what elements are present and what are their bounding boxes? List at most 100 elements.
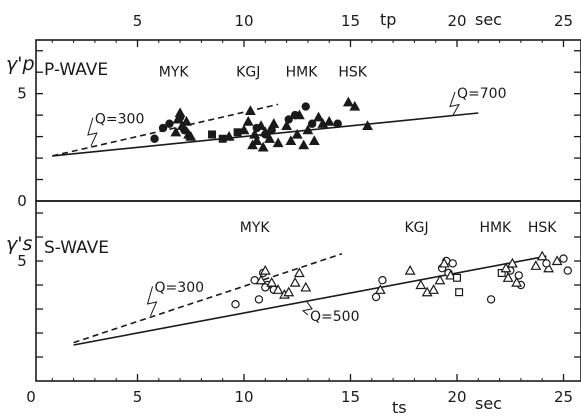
s-wave-panel-frame: [35, 200, 581, 382]
s-wave-ticks: 0 5 10 15 20 25 5: [17, 212, 581, 406]
s-wave-point-myk-open-triangle: [259, 264, 271, 275]
s-wave-point-kgj-open-square: [453, 273, 462, 282]
p-wave-y-tick-label: 5: [17, 85, 27, 103]
p-wave-q-label-q700: Q=700: [457, 86, 506, 102]
s-wave-point-hsk-open-triangle: [536, 250, 548, 261]
s-wave-point-kgj-open-triangle: [438, 257, 450, 268]
s-wave-panel-label: S-WAVE: [44, 238, 109, 258]
p-wave-point-kgj-filled-triangle: [268, 118, 280, 128]
s-wave-point-kgj-open-triangle: [374, 284, 386, 294]
p-wave-point-kgj-filled-triangle: [257, 141, 269, 152]
s-wave-y-tick-label: 5: [17, 252, 27, 270]
p-wave-point-kgj-filled-circle: [261, 130, 270, 139]
p-wave-point-hmk-filled-circle: [333, 119, 342, 128]
p-wave-y-tick-label: 0: [17, 192, 27, 210]
p-wave-x-tick-label: 15: [341, 12, 360, 30]
s-wave-point-myk-open-triangle: [293, 267, 305, 278]
s-wave-x-axis-label: ts: [392, 398, 407, 417]
s-wave-point-myk-open-circle: [254, 295, 264, 304]
p-wave-q-label-q300: Q=300: [95, 112, 144, 128]
s-wave-point-kgj-open-circle: [371, 292, 381, 302]
s-wave-point-kgj-open-triangle: [415, 279, 427, 290]
s-wave-point-hsk-open-circle: [542, 259, 551, 268]
s-wave-line-q300: [73, 253, 343, 344]
s-wave-point-myk-open-triangle: [300, 281, 312, 292]
p-wave-point-kgj-filled-circle: [252, 123, 261, 133]
p-wave-station-label-kgj: KGJ: [236, 64, 260, 80]
p-wave-q-label-leader: [87, 117, 98, 147]
s-wave-point-myk-open-triangle: [272, 284, 284, 294]
p-wave-x-tick-label: 25: [554, 12, 573, 30]
p-wave-point-myk-filled-triangle: [172, 113, 184, 124]
s-wave-point-hmk-open-circle: [514, 271, 523, 280]
p-wave-point-kgj-filled-triangle: [223, 130, 235, 141]
s-wave-point-hsk-open-triangle: [551, 255, 563, 266]
p-wave-point-kgj-filled-triangle: [264, 133, 275, 143]
s-wave-point-myk-open-circle: [231, 300, 240, 309]
p-wave-station-label-myk: MYK: [159, 64, 190, 80]
p-wave-point-hmk-filled-triangle: [291, 128, 303, 139]
s-wave-point-hsk-open-triangle: [543, 262, 555, 273]
p-wave-panel-label: P-WAVE: [44, 60, 108, 80]
p-wave-point-hsk-filled-triangle: [349, 100, 361, 111]
p-wave-point-myk-filled-circle: [158, 123, 168, 133]
s-wave-x-tick-label: 25: [554, 388, 573, 406]
p-wave-point-hmk-filled-circle: [301, 102, 310, 111]
s-wave-x-tick-label: 20: [447, 388, 466, 406]
s-wave-point-myk-open-triangle: [283, 286, 295, 297]
p-wave-point-hmk-filled-triangle: [285, 135, 297, 146]
s-wave-x-tick-label: 5: [133, 388, 143, 406]
p-wave-y-axis-label: γ'p: [6, 53, 35, 75]
p-wave-x-axis-unit: sec: [475, 10, 502, 29]
s-wave-point-hmk-open-triangle: [500, 262, 512, 273]
p-wave-point-myk-filled-triangle: [181, 115, 192, 126]
s-wave-point-hsk-open-triangle: [530, 260, 542, 270]
s-wave-x-axis-unit: sec: [475, 394, 502, 413]
s-wave-point-kgj-open-circle: [378, 276, 387, 285]
p-wave-point-myk-filled-circle: [165, 119, 174, 128]
s-wave-annotations: MYK KGJ HMK HSK Q=300 Q=500: [146, 220, 557, 325]
p-wave-point-myk-filled-triangle: [170, 126, 182, 137]
s-wave-point-kgj-open-triangle: [434, 274, 446, 285]
p-wave-point-myk-filled-triangle: [174, 107, 186, 118]
p-wave-point-hmk-filled-circle: [307, 119, 317, 128]
p-wave-point-hsk-filled-triangle: [323, 115, 335, 126]
p-wave-point-hmk-filled-triangle: [281, 120, 293, 130]
s-wave-point-myk-open-triangle: [266, 276, 278, 287]
s-wave-x-tick-label: 0: [26, 388, 36, 406]
s-wave-point-myk-open-triangle: [255, 274, 267, 285]
p-wave-point-kgj-filled-circle: [267, 125, 276, 135]
p-wave-point-kgj-filled-triangle: [238, 124, 250, 135]
p-wave-point-hsk-filled-triangle: [362, 120, 373, 130]
p-wave-annotations: MYK KGJ HMK HSK Q=300 Q=700: [87, 64, 506, 147]
s-wave-x-tick-label: 10: [234, 388, 253, 406]
s-wave-point-kgj-open-square: [455, 288, 464, 297]
s-wave-point-hmk-open-square: [497, 269, 506, 278]
s-wave-point-myk-open-triangle: [289, 276, 301, 287]
p-wave-point-kgj-filled-square: [208, 130, 217, 139]
p-wave-ticks: 5 10 15 20 25 0 5: [17, 12, 581, 210]
s-wave-q-label-leader: [146, 286, 158, 317]
s-wave-point-kgj-open-triangle: [445, 269, 457, 280]
p-wave-point-hsk-filled-triangle: [342, 96, 354, 107]
p-wave-x-tick-label: 10: [234, 12, 253, 30]
p-wave-point-kgj-filled-triangle: [242, 115, 254, 126]
p-wave-point-hmk-filled-triangle: [308, 135, 320, 146]
s-wave-q-label-leader: [301, 300, 313, 316]
s-wave-point-hmk-open-triangle: [506, 257, 518, 268]
s-wave-point-hsk-open-circle: [563, 266, 572, 275]
p-wave-point-kgj-filled-triangle: [251, 135, 263, 146]
p-wave-x-axis-label: tp: [380, 10, 396, 29]
p-wave-point-hmk-filled-triangle: [313, 111, 324, 122]
p-wave-point-myk-filled-circle: [150, 134, 159, 143]
s-wave-point-kgj-open-triangle: [404, 264, 416, 275]
s-wave-point-hmk-open-triangle: [511, 276, 523, 287]
s-wave-q-lines: [73, 253, 547, 346]
p-wave-point-kgj-filled-triangle: [272, 137, 284, 148]
p-wave-x-tick-label: 5: [133, 12, 143, 30]
p-wave-station-label-hmk: HMK: [286, 64, 319, 80]
s-wave-station-label-hsk: HSK: [528, 220, 557, 236]
s-wave-point-hmk-open-triangle: [502, 272, 514, 282]
s-wave-point-kgj-open-circle: [448, 259, 457, 268]
s-wave-point-kgj-open-triangle: [428, 284, 439, 294]
